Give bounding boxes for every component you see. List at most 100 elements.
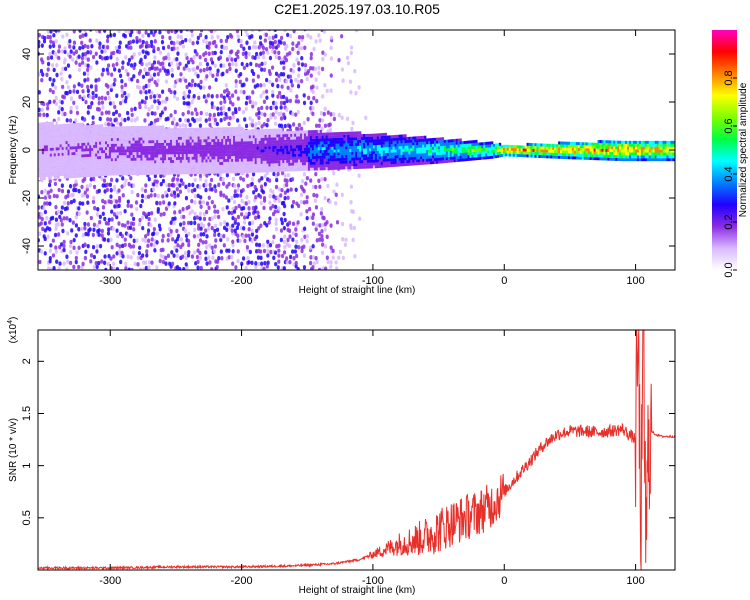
spectrogram-speckle [77,67,82,73]
spectrogram-speckle [240,61,244,67]
spectrogram-band-cell [45,130,49,134]
spectrogram-band-cell [272,145,275,149]
spectrogram-band-cell [292,136,295,140]
spectrogram-speckle [119,122,123,127]
spectrogram-band-cell [300,147,303,151]
spectrogram-band-cell [93,150,96,154]
spectrogram-band-cell [209,156,212,160]
spectrogram-band-cell [272,134,275,138]
spectrogram-band-cell [227,158,230,162]
spectrogram-speckle [242,65,247,71]
spectrogram-band-cell [266,146,269,150]
spectrogram-speckle [195,65,200,70]
spectrogram-band-cell [242,141,246,145]
spectrogram-band-cell [156,131,159,135]
spectrogram-band-cell [205,139,208,143]
spectrogram-band-cell [179,165,183,169]
spectrogram-band-cell [268,140,271,144]
spectrogram-speckle [144,104,148,110]
spectrogram-band-cell [160,163,163,167]
spectrogram-band-cell [75,163,78,167]
spectrogram-speckle [126,110,130,116]
spectrogram-band-cell [75,128,78,132]
spectrogram-band-cell [266,131,269,135]
spectrogram-speckle [323,83,327,88]
spectrogram-speckle [201,240,205,245]
spectrogram-band-cell [262,154,265,158]
spectrogram-band-cell [215,138,218,142]
spectrogram-band-cell [140,131,143,135]
spectrogram-band-cell [39,134,43,138]
spectrogram-band-cell [169,128,173,132]
spectrogram-speckle [97,77,101,82]
spectrogram-band-cell [262,129,265,133]
spectrogram-band-cell [268,163,271,167]
spectrogram-speckle [329,56,333,61]
spectrogram-band-cell [227,141,230,145]
spectrogram-speckle [130,189,134,195]
spectrogram-speckle [322,111,326,117]
spectrogram-speckle [71,192,75,198]
spectrogram-speckle [259,93,263,99]
spectrogram-speckle [83,242,87,247]
spectrogram-band-cell [187,168,190,172]
spectrogram-speckle [152,72,157,77]
spectrogram-band-cell [246,152,250,156]
spectrogram-speckle [161,34,165,40]
spectrogram-band-cell [242,167,246,171]
spectrogram-band-cell [85,151,88,155]
spectrogram-band-cell [233,132,236,136]
spectrogram-speckle [334,260,338,265]
spectrogram-speckle [130,30,134,35]
spectrogram-speckle [189,83,194,88]
spectrogram-band-cell [268,131,271,135]
spectrogram-band-cell [315,144,318,148]
spectrogram-speckle [353,69,357,74]
spectrogram-band-cell [81,160,84,164]
spectrogram-speckle [192,234,197,239]
spectrogram-speckle [158,226,162,232]
spectrogram-band-cell [288,162,291,166]
spectrogram-speckle [215,264,219,270]
spectrogram-band-cell [300,168,303,172]
spectrogram-speckle [172,253,176,258]
spectrogram-band-cell [154,140,157,144]
spectrogram-band-cell [91,145,94,149]
spectrogram-band-cell [333,155,336,159]
spectrogram-band-cell [221,130,224,134]
spectrogram-band-cell [73,146,76,150]
spectrogram-speckle [103,30,107,33]
spectrogram-band-cell [144,134,147,138]
spectrogram-speckle [69,239,73,245]
spectrogram-band-cell [75,140,78,144]
spectrogram-speckle [314,184,318,190]
spectrogram-band-cell [73,140,76,144]
spectrogram-band-cell [191,148,194,152]
spectrogram-speckle [110,217,114,222]
spectrogram-band-cell [146,160,149,164]
spectrogram-band-cell [120,132,123,136]
spectrogram-speckle [289,88,293,93]
spectrogram-speckle [282,266,286,270]
spectrogram-band-cell [104,141,108,145]
spectrogram-speckle [55,259,59,264]
spectrogram-band-cell [183,148,186,152]
spectrogram-band-cell [211,144,214,148]
spectrogram-band-cell [290,168,293,172]
spectrogram-band-cell [73,143,76,147]
spectrogram-speckle [254,264,258,270]
spectrogram-band-cell [244,149,248,153]
spectrogram-band-cell [288,165,291,169]
spectrogram-speckle [205,261,209,266]
spectrogram-speckle [268,55,273,61]
spectrogram-speckle [192,94,196,99]
spectrogram-band-cell [294,150,297,154]
spectrogram-band-cell [63,169,66,173]
spectrogram-speckle [126,199,130,204]
spectrogram-speckle [240,261,244,267]
spectrogram-speckle [265,123,269,128]
spectrogram-band-cell [57,124,60,128]
spectrogram-speckle [306,117,310,122]
spectrogram-speckle [260,67,264,72]
spectrogram-speckle [329,73,333,78]
